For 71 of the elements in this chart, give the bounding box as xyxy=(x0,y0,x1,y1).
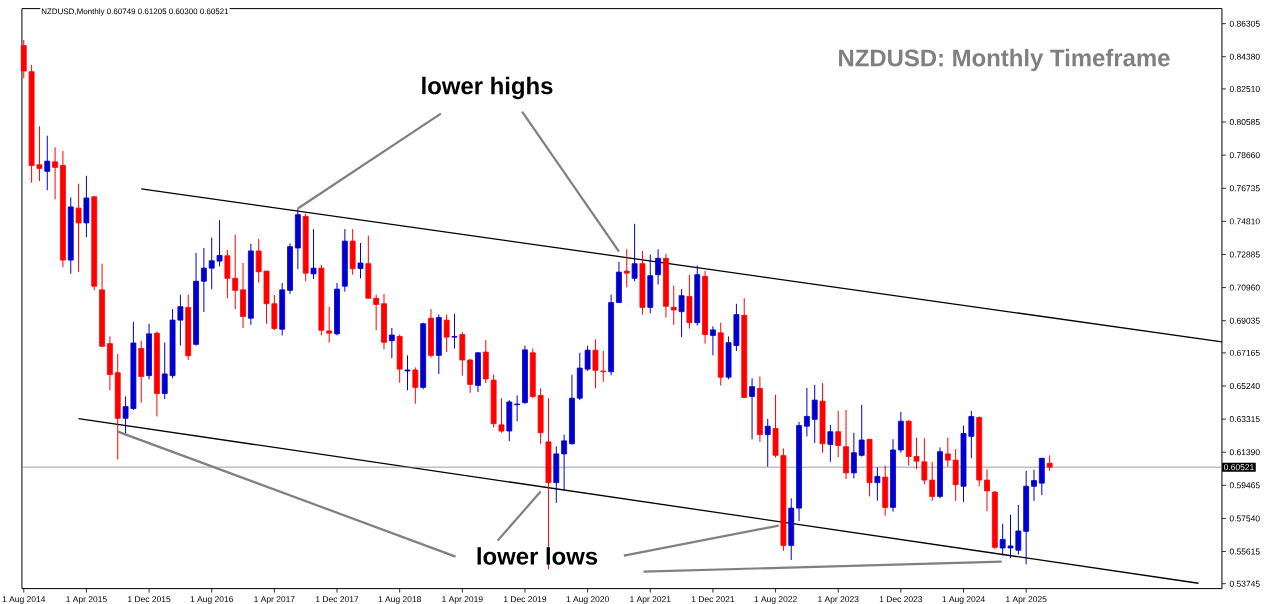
candlestick xyxy=(52,146,58,200)
y-tick-label: 0.67165 xyxy=(1229,349,1260,356)
y-tick-label: 0.84380 xyxy=(1229,53,1260,60)
y-tick-label: 0.86305 xyxy=(1229,20,1260,27)
y-tick-label: 0.80585 xyxy=(1229,119,1260,126)
y-tick-label: 0.57540 xyxy=(1229,515,1260,522)
y-tick-label: 0.55615 xyxy=(1229,548,1260,555)
x-tick-label: 1 Apr 2017 xyxy=(254,596,295,604)
x-tick-label: 1 Aug 2020 xyxy=(566,596,609,604)
x-tick-label: 1 Aug 2022 xyxy=(754,596,797,604)
candlestick xyxy=(404,354,411,391)
x-tick-label: 1 Dec 2021 xyxy=(691,596,735,603)
candlestick xyxy=(850,432,857,479)
candlestick xyxy=(451,313,458,349)
candlestick xyxy=(803,387,810,437)
y-tick-label: 0.65240 xyxy=(1229,382,1260,389)
y-tick-label: 0.72885 xyxy=(1229,251,1260,258)
y-tick-label: 0.63315 xyxy=(1229,416,1260,423)
x-tick-label: 1 Apr 2015 xyxy=(66,596,107,604)
candlestick xyxy=(200,247,207,313)
y-tick-label: 0.69035 xyxy=(1229,317,1260,324)
candlestick xyxy=(514,394,521,422)
candlestick xyxy=(44,135,51,191)
candlestick xyxy=(827,424,834,463)
candlestick xyxy=(858,404,865,457)
y-tick-label: 0.74810 xyxy=(1229,218,1260,225)
y-tick-label: 0.70960 xyxy=(1229,284,1260,291)
candlestick xyxy=(811,384,818,444)
x-tick-label: 1 Apr 2023 xyxy=(818,596,859,604)
candlestick xyxy=(357,242,364,279)
x-tick-label: 1 Dec 2023 xyxy=(879,596,923,603)
candlestick xyxy=(764,418,771,468)
candlestick xyxy=(835,410,842,458)
candlestick xyxy=(984,468,990,512)
candlestick xyxy=(655,248,661,285)
x-tick-label: 1 Dec 2015 xyxy=(128,596,171,603)
candlestick xyxy=(443,314,450,353)
y-tick-label: 0.82510 xyxy=(1229,85,1260,92)
x-tick-label: 1 Apr 2025 xyxy=(1006,596,1047,604)
candlestick xyxy=(1031,469,1037,502)
x-tick-label: 1 Aug 2016 xyxy=(190,596,233,604)
x-tick-label: 1 Aug 2024 xyxy=(942,596,985,604)
candlestick xyxy=(670,285,677,326)
annotation: lower highs xyxy=(422,76,553,100)
candlestick xyxy=(710,325,716,356)
x-tick-label: 1 Apr 2019 xyxy=(442,596,483,604)
candlestick xyxy=(874,466,881,502)
x-tick-label: 1 Dec 2019 xyxy=(503,596,547,603)
candlestick xyxy=(310,228,317,280)
x-tick-label: 1 Aug 2018 xyxy=(378,596,421,604)
y-tick-label: 0.78660 xyxy=(1229,152,1260,159)
candlestick xyxy=(623,248,630,288)
candlestick xyxy=(749,377,755,440)
candlestick xyxy=(373,294,380,331)
candlestick xyxy=(412,366,419,405)
candlestick xyxy=(388,327,395,359)
y-tick-label: 0.59465 xyxy=(1229,482,1260,489)
y-tick-label: 0.61390 xyxy=(1229,449,1260,456)
x-tick-label: 1 Aug 2014 xyxy=(2,596,46,604)
candlestick xyxy=(678,288,685,338)
x-tick-label: 1 Dec 2017 xyxy=(316,596,359,603)
y-tick-label: 0.76735 xyxy=(1229,185,1260,192)
candlestick xyxy=(498,397,505,434)
x-tick-label: 1 Apr 2021 xyxy=(630,596,671,604)
candlestick xyxy=(944,437,951,468)
candlestick xyxy=(75,183,82,273)
text: NZDUSD: Monthly Timeframe xyxy=(839,48,1170,72)
ref-line-label: 0.60521 xyxy=(1223,464,1254,471)
y-tick-label: 0.53745 xyxy=(1229,580,1260,587)
candlestick xyxy=(561,434,568,492)
candlestick xyxy=(631,223,638,282)
